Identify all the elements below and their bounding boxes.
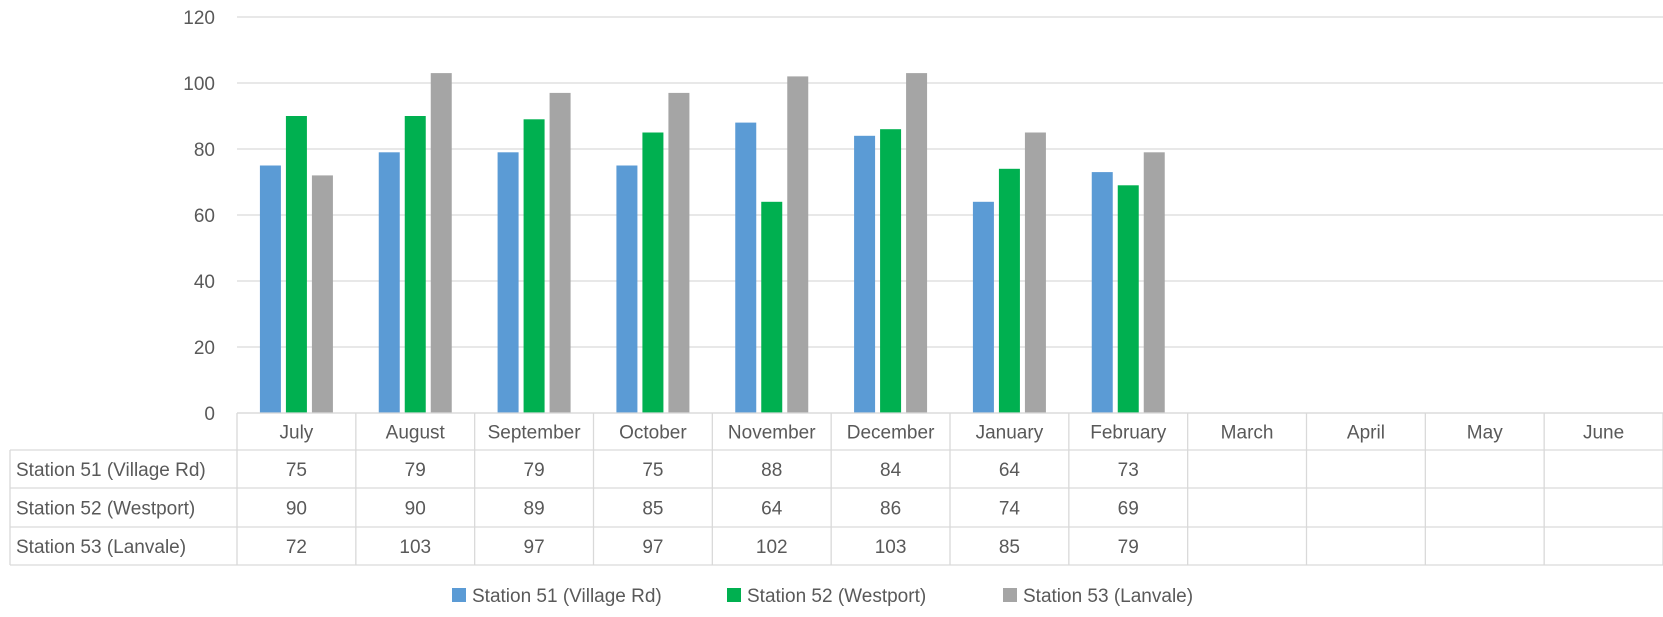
bar-s2-september xyxy=(523,119,545,414)
table-value-cell: 86 xyxy=(880,499,901,520)
table-value-cell: 84 xyxy=(880,460,902,481)
bar-s3-december xyxy=(906,73,928,413)
y-tick-label: 0 xyxy=(204,404,215,425)
table-value-cell: 88 xyxy=(761,460,782,481)
table-value-cell: 90 xyxy=(286,499,307,520)
bar-s1-december xyxy=(854,135,876,414)
x-category-label: April xyxy=(1347,423,1385,444)
x-category-label: September xyxy=(488,423,582,444)
x-category-label: December xyxy=(847,423,935,444)
y-tick-label: 40 xyxy=(194,272,215,293)
bar-s2-february xyxy=(1117,185,1139,413)
bar-s2-august xyxy=(404,116,426,413)
bar-s3-august xyxy=(430,73,452,413)
table-value-cell: 64 xyxy=(761,499,783,520)
y-tick-label: 60 xyxy=(194,206,215,227)
table-value-cell: 79 xyxy=(405,460,426,481)
x-category-label: February xyxy=(1090,423,1167,444)
legend-label: Station 51 (Village Rd) xyxy=(472,586,662,607)
table-series-name: Station 51 (Village Rd) xyxy=(16,460,206,481)
legend-swatch xyxy=(727,588,741,602)
bar-s1-november xyxy=(735,122,757,413)
table-series-name: Station 52 (Westport) xyxy=(16,499,195,520)
bar-s3-september xyxy=(549,92,571,414)
table-value-cell: 97 xyxy=(642,537,663,558)
bar-s3-november xyxy=(787,76,809,414)
bar-s3-january xyxy=(1024,132,1046,413)
x-category-label: November xyxy=(728,423,816,444)
table-value-cell: 85 xyxy=(999,537,1020,558)
bar-s1-august xyxy=(378,152,400,414)
bar-s2-january xyxy=(998,168,1020,413)
x-category-label: October xyxy=(619,423,687,444)
x-category-label: June xyxy=(1583,423,1624,444)
y-tick-label: 100 xyxy=(183,74,215,95)
bar-s1-february xyxy=(1091,172,1113,413)
table-value-cell: 74 xyxy=(999,499,1021,520)
y-tick-label: 80 xyxy=(194,140,215,161)
table-value-cell: 103 xyxy=(399,537,431,558)
table-value-cell: 75 xyxy=(286,460,307,481)
bar-s2-july xyxy=(285,116,307,413)
bar-s1-january xyxy=(972,201,994,413)
legend-swatch xyxy=(452,588,466,602)
legend-label: Station 52 (Westport) xyxy=(747,586,926,607)
bar-s1-july xyxy=(259,165,281,413)
legend-swatch xyxy=(1003,588,1017,602)
bar-s3-july xyxy=(311,175,333,413)
bar-s3-october xyxy=(668,92,690,414)
x-category-label: May xyxy=(1467,423,1503,444)
table-value-cell: 102 xyxy=(756,537,788,558)
table-value-cell: 72 xyxy=(286,537,307,558)
x-category-label: March xyxy=(1221,423,1274,444)
table-value-cell: 73 xyxy=(1118,460,1139,481)
legend-label: Station 53 (Lanvale) xyxy=(1023,586,1193,607)
table-series-name: Station 53 (Lanvale) xyxy=(16,537,186,558)
table-value-cell: 90 xyxy=(405,499,426,520)
bar-s3-february xyxy=(1143,152,1165,414)
bar-s2-november xyxy=(761,201,783,413)
bar-s1-october xyxy=(616,165,638,413)
x-category-label: August xyxy=(386,423,446,444)
x-category-label: July xyxy=(280,423,314,444)
table-value-cell: 85 xyxy=(642,499,663,520)
table-value-cell: 79 xyxy=(1118,537,1139,558)
bar-s2-december xyxy=(880,129,902,413)
table-value-cell: 97 xyxy=(524,537,545,558)
table-value-cell: 103 xyxy=(875,537,907,558)
table-value-cell: 69 xyxy=(1118,499,1139,520)
y-tick-label: 120 xyxy=(183,8,215,29)
bar-s2-october xyxy=(642,132,664,413)
table-value-cell: 75 xyxy=(642,460,663,481)
table-value-cell: 89 xyxy=(524,499,545,520)
table-value-cell: 79 xyxy=(524,460,545,481)
table-value-cell: 64 xyxy=(999,460,1021,481)
x-category-label: January xyxy=(976,423,1044,444)
bar-s1-september xyxy=(497,152,519,414)
y-tick-label: 20 xyxy=(194,338,215,359)
